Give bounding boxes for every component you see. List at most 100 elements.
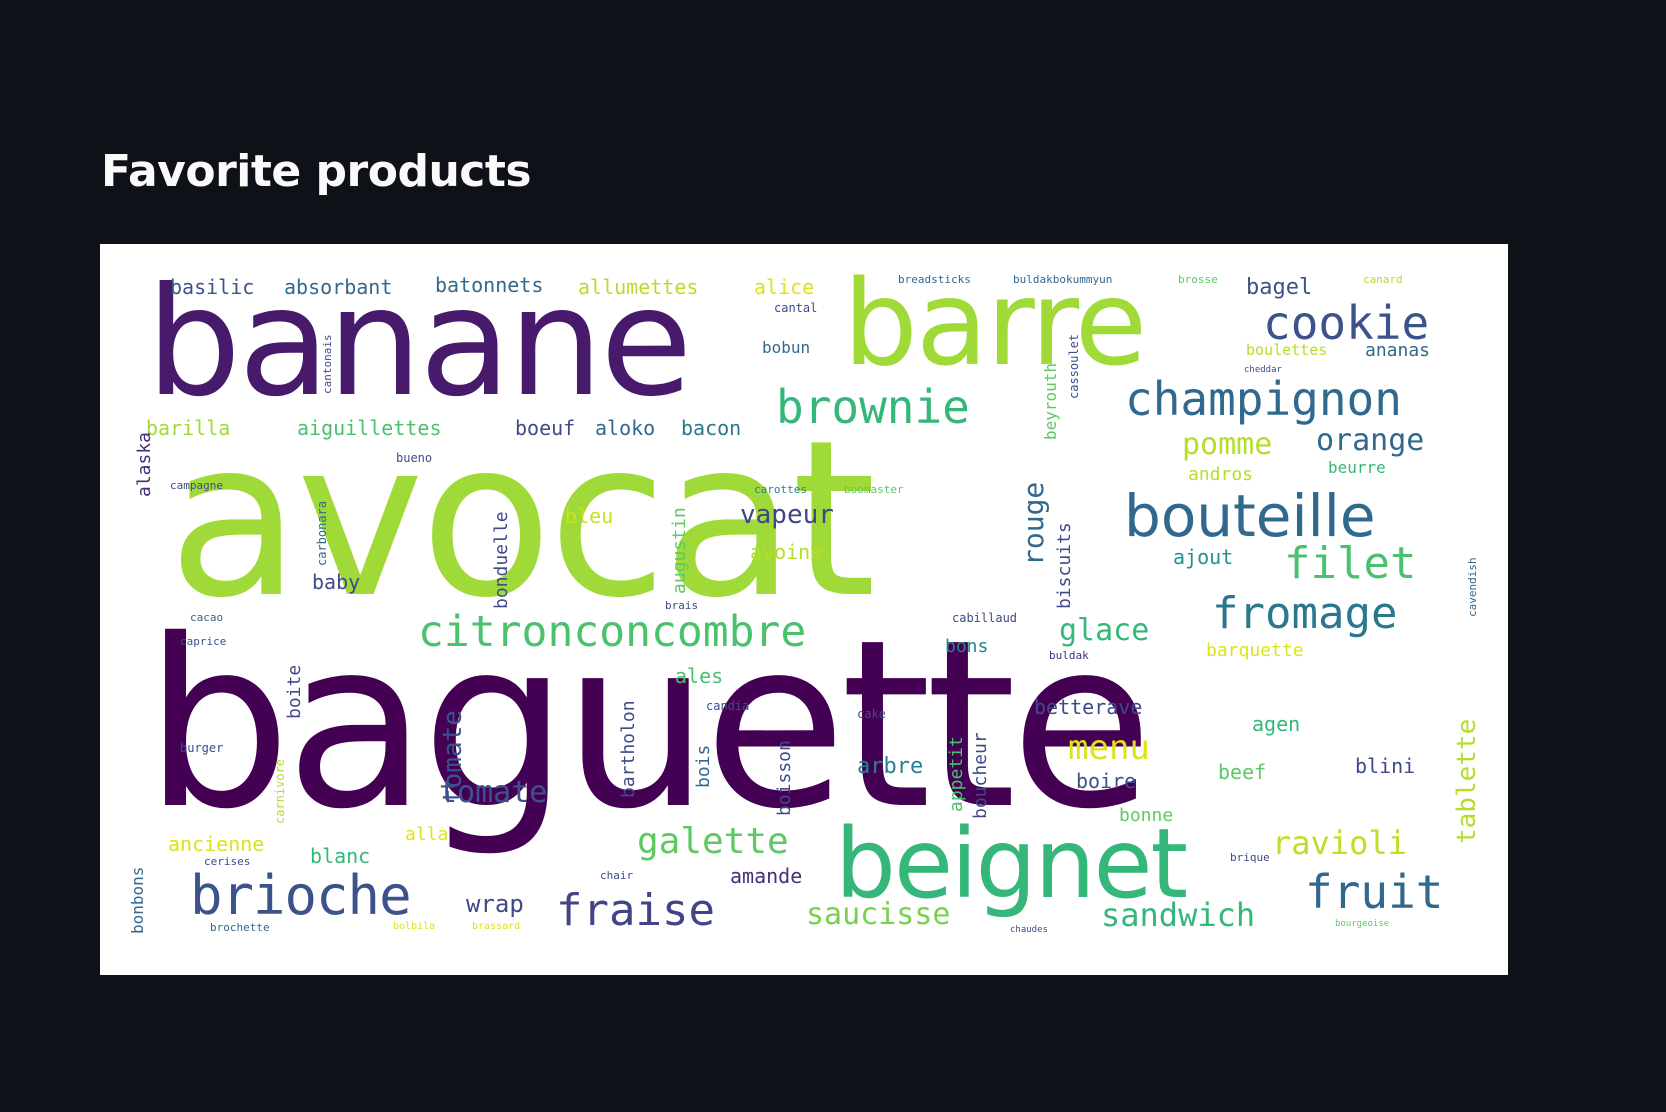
word-baby: baby — [312, 570, 361, 594]
word-boulettes: boulettes — [1246, 341, 1328, 359]
word-brioche: brioche — [190, 864, 412, 927]
word-ales: ales — [675, 664, 724, 688]
word-brochette: brochette — [210, 921, 270, 934]
word-fromage: fromage — [1212, 588, 1398, 639]
word-allumettes: allumettes — [578, 275, 699, 299]
word-brique: brique — [1230, 851, 1270, 864]
word-ancienne: ancienne — [168, 832, 265, 856]
word-pomme: pomme — [1182, 427, 1273, 462]
word-aloko: aloko — [595, 416, 656, 440]
word-arbre: arbre — [857, 754, 924, 779]
word-alla: alla — [405, 824, 449, 845]
word-carottes: carottes — [754, 483, 807, 496]
word-saucisse: saucisse — [806, 897, 951, 932]
word-bagel: bagel — [1246, 275, 1313, 300]
word-breadsticks: breadsticks — [898, 273, 971, 286]
word-citronconcombre: citronconcombre — [418, 607, 807, 657]
word-bacon: bacon — [681, 416, 742, 440]
word-burger: burger — [180, 741, 224, 755]
word-andros: andros — [1188, 464, 1254, 485]
word-chaudes: chaudes — [1010, 925, 1048, 935]
word-brownie: brownie — [776, 380, 970, 434]
word-bonduelle: bonduelle — [491, 511, 512, 609]
word-amande: amande — [730, 864, 803, 888]
word-avoine: avoine — [750, 540, 823, 564]
word-bonbons: bonbons — [128, 866, 147, 934]
word-boite: boite — [284, 664, 305, 719]
word-carnivore: carnivore — [273, 758, 287, 824]
word-cassoulet: cassoulet — [1067, 333, 1081, 399]
word-beurre: beurre — [1328, 458, 1386, 477]
word-biscuits: biscuits — [1054, 522, 1075, 609]
word-beignet: beignet — [835, 808, 1188, 920]
word-bartholon: bartholon — [618, 700, 639, 798]
word-cantal: cantal — [774, 301, 818, 315]
word-fraise: fraise — [556, 885, 715, 936]
word-bouteille: bouteille — [1124, 482, 1376, 550]
word-betterave: betterave — [1034, 695, 1143, 719]
word-filet: filet — [1284, 538, 1417, 589]
word-boeuf: boeuf — [515, 416, 576, 440]
word-pain: menu — [1068, 728, 1150, 768]
word-absorbant: absorbant — [284, 275, 393, 299]
word-barquette: barquette — [1206, 640, 1304, 661]
word-fruit: fruit — [1305, 865, 1444, 919]
word-appetit: appetit — [946, 736, 967, 812]
word-alice: alice — [754, 275, 815, 299]
word-beyrouth: beyrouth — [1041, 362, 1060, 440]
word-bois: bois — [693, 744, 714, 788]
word-agen: agen — [1252, 712, 1301, 736]
word-barilla: barilla — [146, 416, 231, 440]
word-blanc: blanc — [310, 844, 371, 868]
word-boire: boire — [1076, 769, 1137, 793]
word-bolbila: bolbila — [393, 921, 436, 932]
word-cerises: cerises — [204, 855, 251, 868]
word-caprice: caprice — [180, 635, 227, 648]
word-cake: cake — [857, 707, 886, 721]
word-cookie: cookie — [1263, 296, 1430, 350]
word-candia: candia — [706, 699, 750, 713]
word-avocat: avocat — [168, 394, 876, 645]
word-menu: glace — [1059, 613, 1150, 648]
word-buldak: buldak — [1049, 649, 1089, 662]
word-boucheur: boucheur — [970, 732, 991, 819]
word-aiguillettes: aiguillettes — [297, 416, 442, 440]
word-boisson: boisson — [774, 740, 795, 816]
word-campagne: campagne — [170, 479, 223, 492]
word-vapeur: vapeur — [740, 500, 834, 530]
word-tomate-v: tomate — [438, 710, 468, 804]
word-barre: barre — [843, 254, 1147, 392]
word-wrap: wrap — [466, 890, 524, 918]
word-brosse: brosse — [1178, 273, 1218, 286]
word-ravioli: ravioli — [1272, 824, 1407, 862]
word-beef: beef — [1218, 760, 1267, 784]
word-alaska: alaska — [134, 431, 155, 497]
word-champignon: champignon — [1125, 372, 1402, 426]
word-bobun: bobun — [762, 338, 811, 357]
word-augustin: augustin — [669, 507, 690, 594]
word-brais: brais — [665, 599, 699, 612]
word-banane: banane — [146, 256, 692, 430]
word-ananas: ananas — [1365, 340, 1431, 361]
word-basilic: basilic — [170, 275, 255, 299]
word-rouge: rouge — [1017, 481, 1050, 566]
word-blini: blini — [1355, 754, 1416, 778]
word-galette: galette — [637, 821, 789, 862]
word-bueno: bueno — [396, 451, 433, 465]
word-carbonara: carbonara — [315, 500, 329, 566]
word-cacao: cacao — [190, 611, 224, 624]
word-bonne: bonne — [1119, 805, 1174, 826]
page-title: Favorite products — [101, 146, 532, 197]
word-tablette: tablette — [1452, 718, 1482, 844]
word-cantonais: cantonais — [321, 334, 334, 394]
word-glace: tomate — [439, 775, 548, 810]
word-bourgeoise: bourgeoise — [1335, 919, 1390, 929]
word-cabillaud: cabillaud — [952, 611, 1018, 625]
word-orange: orange — [1316, 423, 1425, 458]
word-sandwich: sandwich — [1101, 896, 1256, 934]
word-ajout: ajout — [1173, 545, 1234, 569]
word-boomaster: boomaster — [844, 483, 904, 496]
word-baguette: baguette — [144, 590, 1153, 860]
word-brassard: brassard — [472, 921, 521, 932]
word-canard: canard — [1363, 273, 1403, 286]
